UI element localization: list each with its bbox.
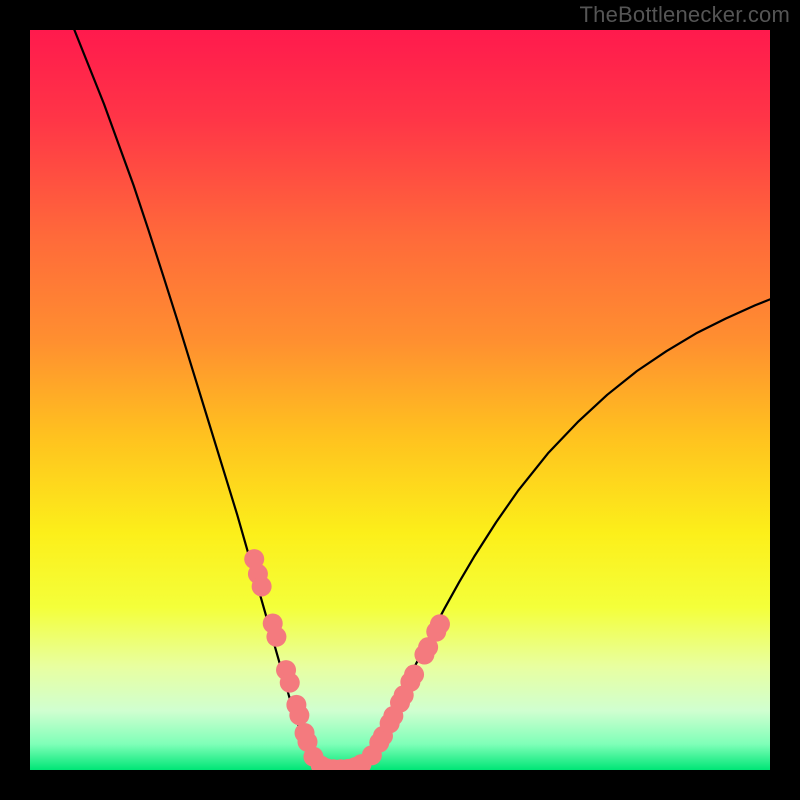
source-watermark: TheBottlenecker.com xyxy=(580,2,790,28)
highlight-dot xyxy=(252,576,272,596)
highlight-dot xyxy=(280,673,300,693)
bottleneck-chart xyxy=(30,30,770,770)
gradient-background xyxy=(30,30,770,770)
highlight-dot xyxy=(289,705,309,725)
highlight-dot xyxy=(430,614,450,634)
highlight-dot xyxy=(266,627,286,647)
highlight-dot xyxy=(404,665,424,685)
chart-frame: TheBottlenecker.com xyxy=(0,0,800,800)
